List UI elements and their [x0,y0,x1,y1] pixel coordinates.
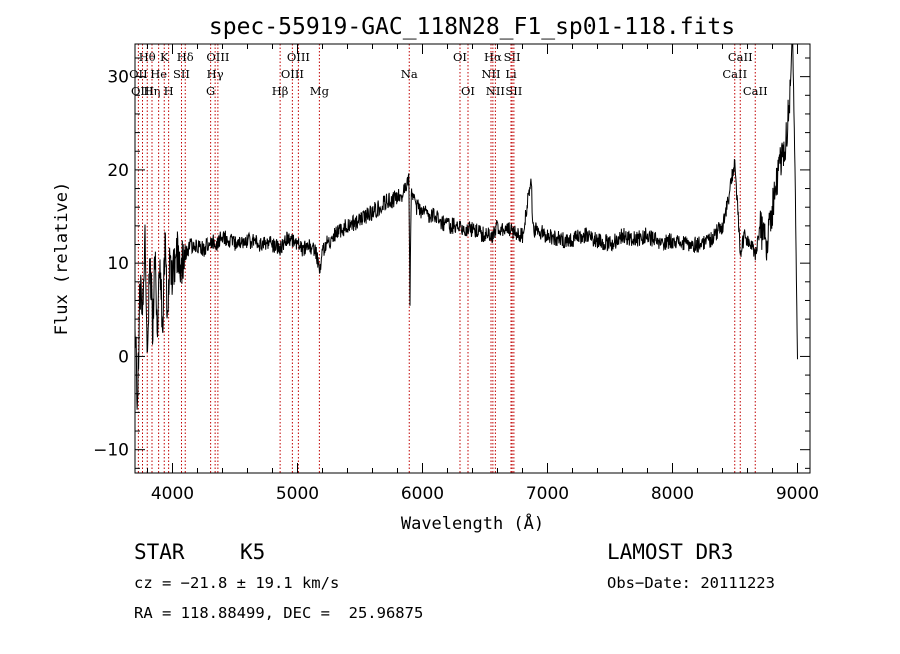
spectral-line-label: H [164,84,174,98]
spectral-line-label: OIII [131,84,154,98]
spectral-line-label: OIII [281,67,304,81]
spectral-line-label: NII [486,84,505,98]
coordinates: RA = 118.88499, DEC = 25.96875 [134,604,424,622]
y-axis-label: Flux (relative) [52,182,72,336]
spectral-line-label: CaII [722,67,747,81]
object-class: STAR [134,540,185,564]
spectral-line-label: Hθ [139,50,156,64]
spectral-line-label: CaII [728,50,753,64]
survey-name: LAMOST DR3 [607,540,734,564]
spectral-line-label: Na [401,67,418,81]
spectral-line-label: Mg [310,84,330,98]
x-tick-label: 9000 [776,484,819,504]
spectral-line-label: NII [481,67,500,81]
spectral-line-label: G [206,84,215,98]
spectral-line-label: OIII [206,50,229,64]
spectral-line-label: SII [505,84,522,98]
spectral-line-label: Hγ [207,67,224,81]
y-tick-label: 20 [107,161,129,181]
y-tick-label: 10 [107,254,129,274]
y-tick-label: 30 [107,68,129,88]
spectral-line-label: Hβ [272,84,289,98]
spectral-line-label: SII [504,50,521,64]
spectral-line-label: OI [453,50,467,64]
spectral-line-label: OII [129,67,148,81]
spectral-line-label: Li [505,67,517,81]
x-tick-label: 7000 [526,484,569,504]
spectral-line-label: OI [461,84,475,98]
observation-date: Obs−Date: 20111223 [607,574,775,592]
x-tick-label: 8000 [651,484,694,504]
spectral-line-label: He [150,67,167,81]
spectral-line-label: K [160,50,169,64]
x-tick-label: 4000 [151,484,194,504]
plot-frame [134,43,811,474]
spectral-line-label: Hδ [177,50,194,64]
x-tick-label: 5000 [276,484,319,504]
y-tick-label: 0 [118,347,129,367]
spectral-line-label: Hη [144,84,161,98]
redshift-cz: cz = −21.8 ± 19.1 km/s [134,574,340,592]
x-tick-label: 6000 [401,484,444,504]
spectral-line-label: Hα [484,50,502,64]
spectral-line-label: SII [173,67,190,81]
x-axis-label: Wavelength (Å) [401,512,544,534]
object-subclass: K5 [240,540,266,564]
flux-series-line [135,44,798,410]
y-tick-label: −10 [93,441,129,461]
spectral-line-label: CaII [743,84,768,98]
spectral-line-label: OIII [287,50,310,64]
chart-title: spec-55919-GAC_118N28_F1_sp01-118.fits [209,14,735,40]
